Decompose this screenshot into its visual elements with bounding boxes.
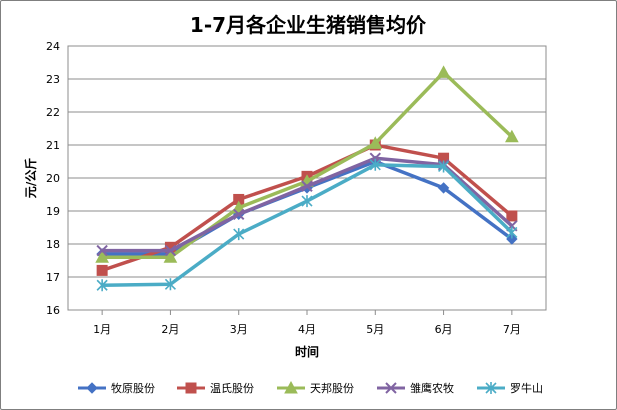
x-tick-label: 2月 <box>161 323 179 336</box>
data-point-marker <box>96 279 108 292</box>
data-point-marker <box>437 182 450 194</box>
legend-marker <box>485 382 497 394</box>
legend-item: 罗牛山 <box>477 381 543 395</box>
data-point-marker <box>301 195 313 208</box>
x-tick-label: 3月 <box>230 323 248 336</box>
data-point-marker <box>301 180 313 192</box>
legend-label: 罗牛山 <box>510 381 543 395</box>
legend-item: 天邦股份 <box>277 380 354 395</box>
x-axis-label: 时间 <box>295 344 319 359</box>
legend-item: 温氏股份 <box>177 382 254 395</box>
y-tick-label: 17 <box>46 271 60 284</box>
data-point-marker <box>96 244 108 257</box>
data-point-marker <box>164 244 177 257</box>
data-point-marker <box>438 160 450 173</box>
legend-label: 牧原股份 <box>111 381 155 395</box>
data-point-marker <box>233 228 245 241</box>
legend: 牧原股份 温氏股份 天邦股份 雏鹰农牧 罗牛山 <box>78 380 543 395</box>
legend-item: 牧原股份 <box>78 381 155 395</box>
data-point-marker <box>505 129 519 143</box>
legend-marker <box>385 382 397 394</box>
data-point-marker <box>436 65 451 78</box>
data-point-marker <box>506 226 518 239</box>
data-point-marker <box>96 264 108 276</box>
y-tick-label: 22 <box>46 106 60 119</box>
y-tick-label: 16 <box>46 304 60 317</box>
y-tick-label: 20 <box>46 172 60 185</box>
chart-title: 1-7月各企业生猪销售均价 <box>190 13 427 37</box>
legend-item: 雏鹰农牧 <box>377 381 454 395</box>
legend-marker <box>185 382 197 394</box>
data-point-marker <box>163 250 178 263</box>
data-point-marker <box>164 278 176 291</box>
series-group <box>95 65 519 292</box>
data-point-marker <box>233 208 245 221</box>
x-tick-label: 4月 <box>298 323 316 336</box>
y-tick-label: 21 <box>46 139 60 152</box>
x-tick-label: 1月 <box>93 323 111 336</box>
x-tick-label: 6月 <box>435 323 453 336</box>
legend-label: 天邦股份 <box>310 382 354 395</box>
data-point-marker <box>506 233 518 245</box>
legend-marker <box>284 380 298 394</box>
legend-label: 雏鹰农牧 <box>410 381 454 395</box>
data-point-marker <box>506 210 518 222</box>
y-tick-label: 23 <box>46 73 60 86</box>
x-axis-tick-labels: 1月 2月 3月 4月 5月 6月 7月 <box>93 310 521 336</box>
y-axis-tick-labels: 16 17 18 19 20 21 22 23 24 <box>46 40 60 317</box>
data-point-marker <box>368 136 383 149</box>
data-point-marker <box>95 250 109 263</box>
series-5 <box>96 158 518 292</box>
x-tick-label: 7月 <box>503 323 521 336</box>
data-point-marker <box>369 158 381 171</box>
x-tick-label: 5月 <box>366 323 384 336</box>
y-axis-label: 元/公斤 <box>23 158 38 198</box>
y-tick-label: 24 <box>46 40 60 53</box>
legend-marker <box>86 382 98 394</box>
legend-label: 温氏股份 <box>210 382 254 395</box>
y-tick-label: 19 <box>46 205 60 218</box>
y-tick-label: 18 <box>46 238 60 251</box>
